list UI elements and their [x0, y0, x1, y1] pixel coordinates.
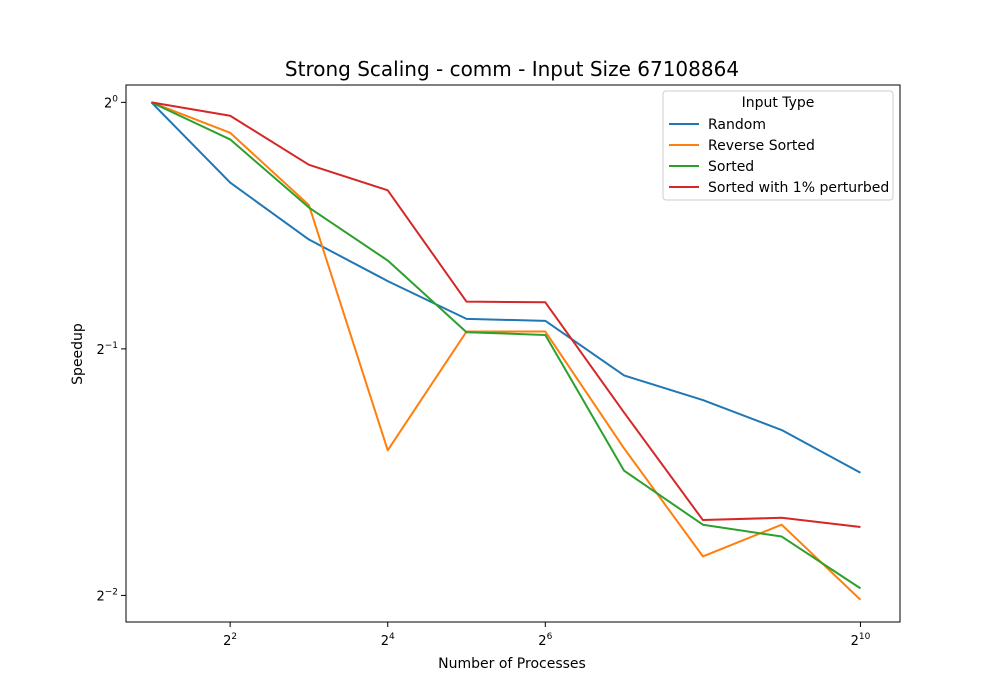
x-axis: 22 24 26 210 — [223, 622, 871, 649]
chart-title: Strong Scaling - comm - Input Size 67108… — [285, 57, 739, 81]
x-tick-label-1: 24 — [381, 632, 395, 649]
legend-title: Input Type — [742, 95, 815, 111]
legend-label-2: Sorted — [708, 159, 754, 175]
x-tick-label-0: 22 — [223, 632, 237, 649]
series-line-1 — [150, 101, 862, 601]
series-line-3 — [151, 101, 861, 529]
x-tick-label-2: 26 — [538, 632, 552, 649]
legend-label-1: Reverse Sorted — [708, 138, 815, 154]
y-tick-label-1: 2−1 — [96, 341, 118, 358]
y-axis: 20 2−1 2−2 — [96, 94, 126, 604]
y-tick-label-2: 2−2 — [96, 587, 118, 604]
y-axis-label: Speedup — [70, 323, 86, 385]
x-axis-label: Number of Processes — [438, 656, 586, 672]
legend: Input Type Random Reverse Sorted Sorted Sor… — [662, 90, 894, 201]
plot-lines — [150, 101, 862, 601]
x-tick-label-3: 210 — [851, 632, 871, 649]
legend-box — [662, 90, 894, 201]
plot-frame — [125, 84, 901, 623]
series-line-2 — [150, 101, 862, 590]
legend-label-3: Sorted with 1% perturbed — [708, 180, 889, 196]
legend-label-0: Random — [708, 117, 766, 133]
series-line-0 — [150, 101, 861, 474]
y-tick-label-0: 20 — [104, 94, 118, 111]
